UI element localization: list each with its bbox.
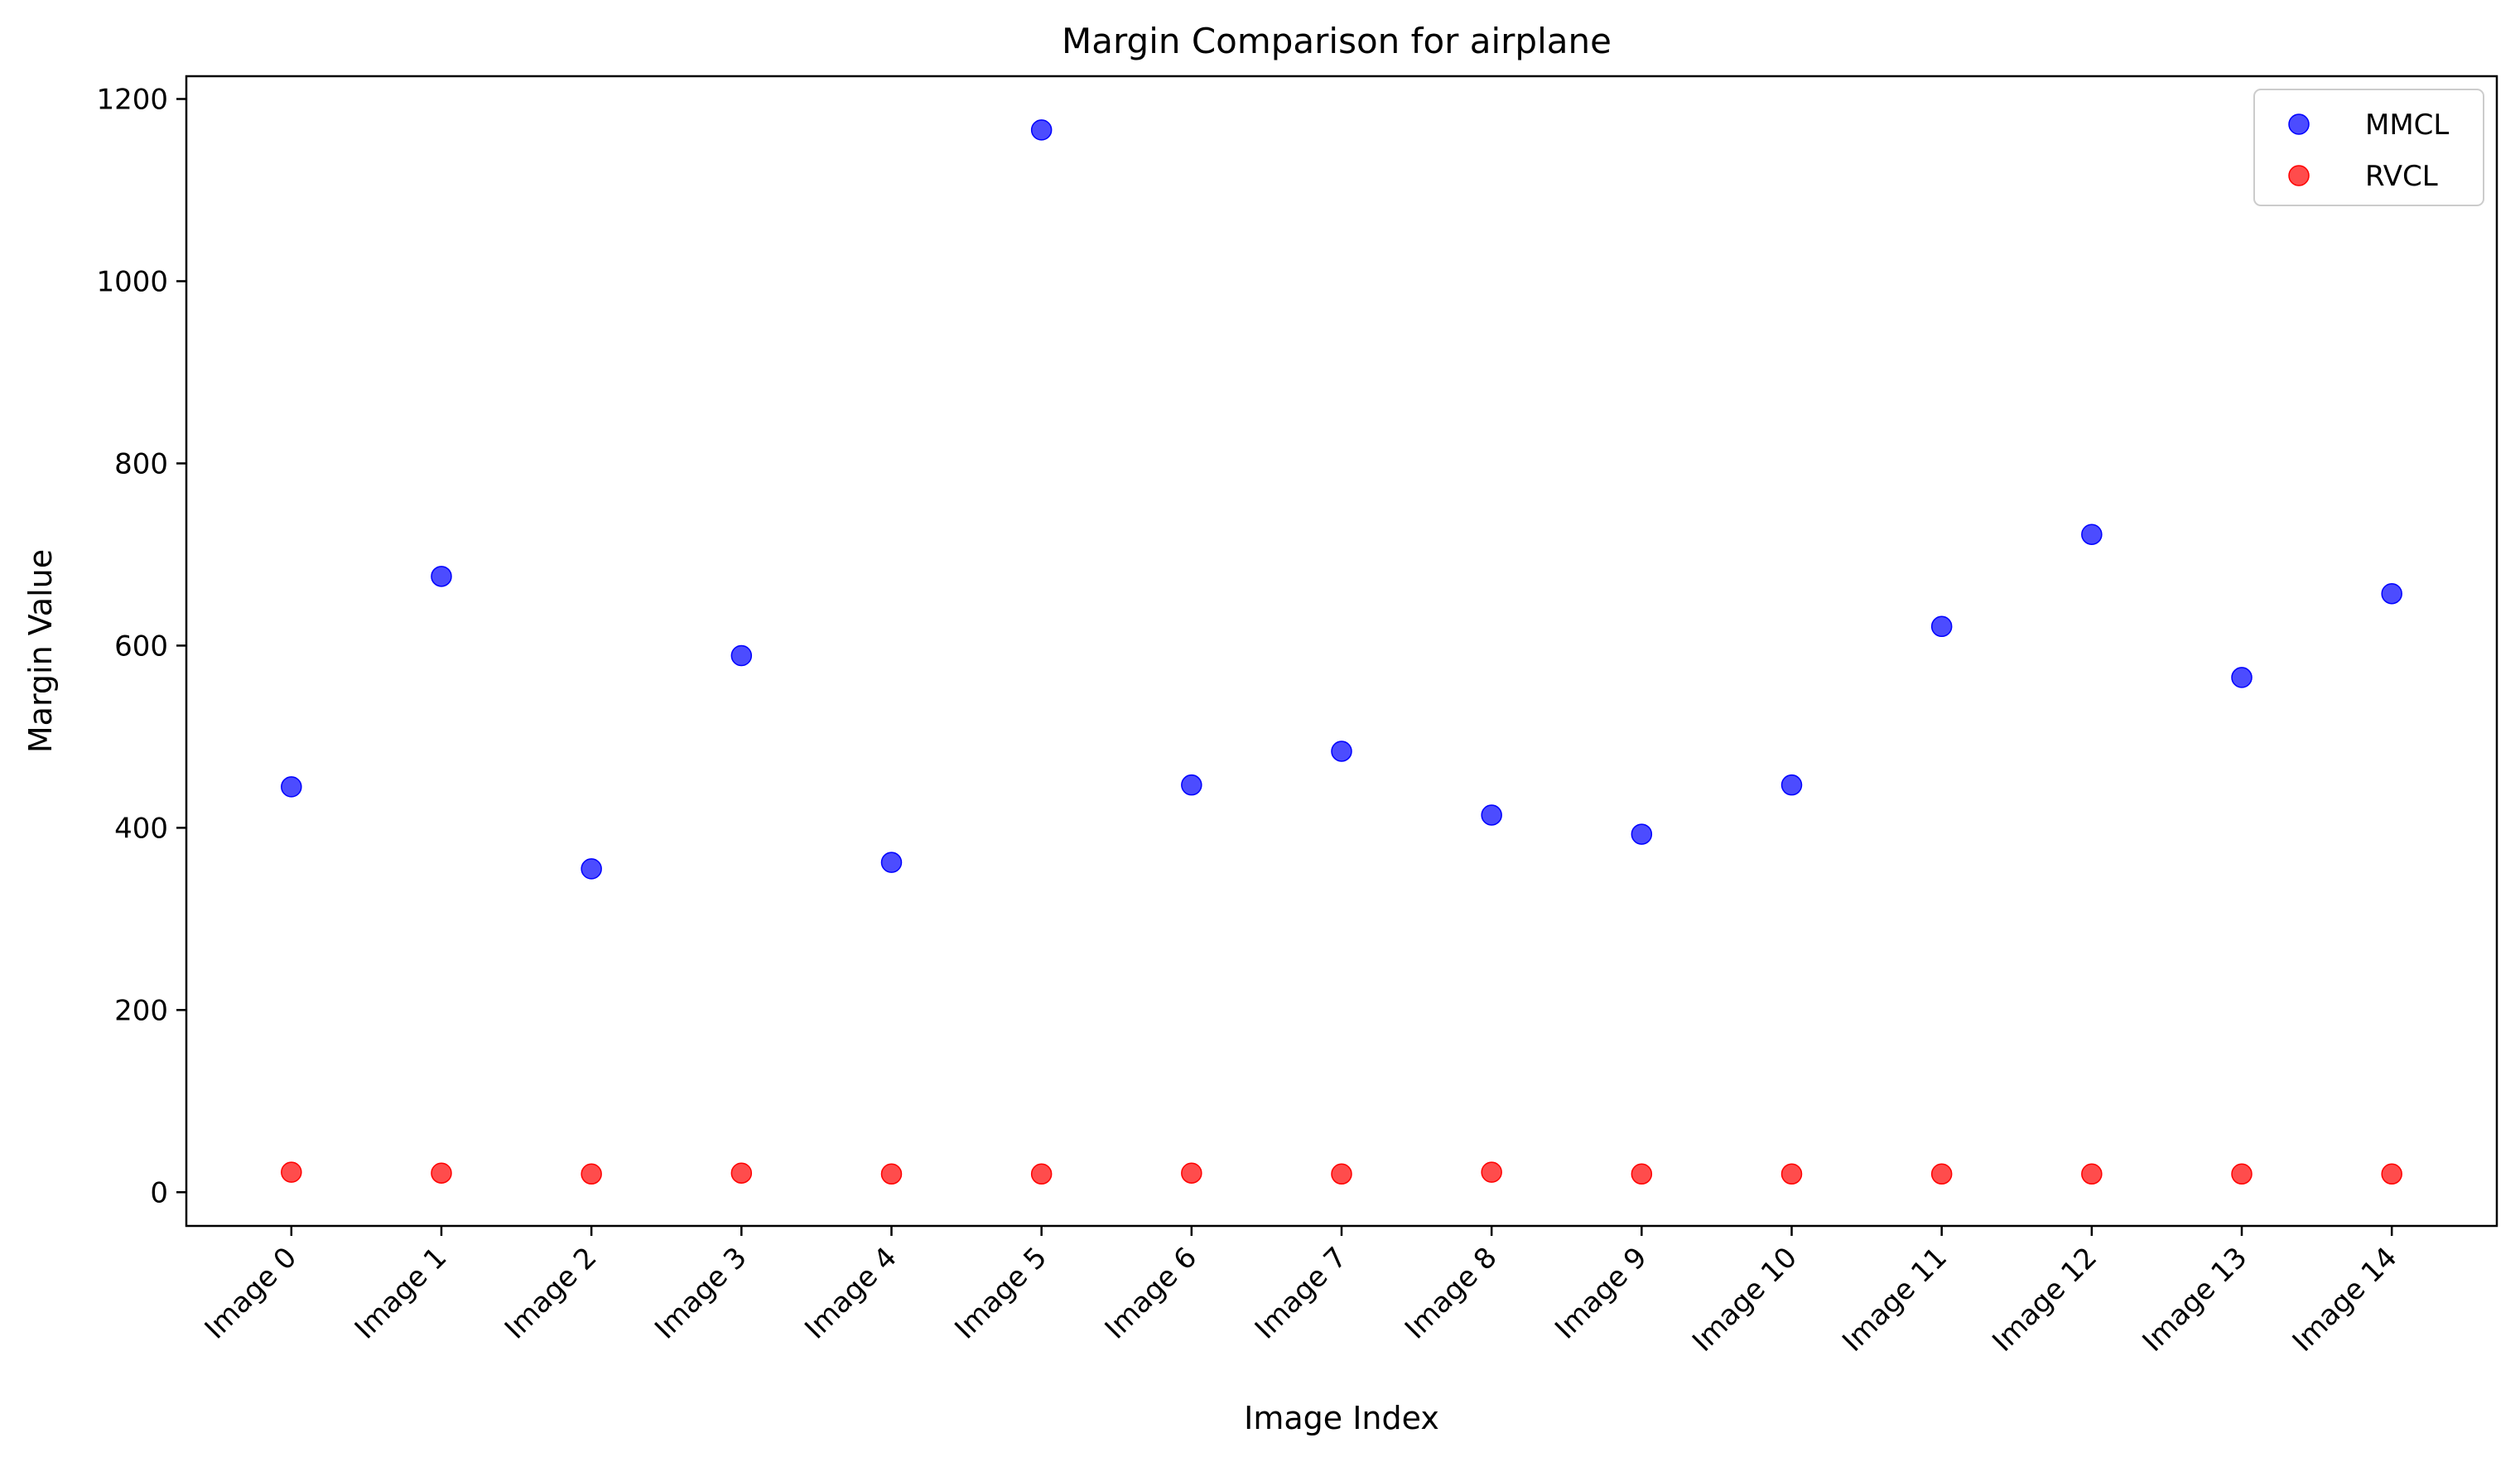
x-tick-label: Image 13 <box>2137 1241 2254 1358</box>
x-tick-label: Image 3 <box>648 1241 754 1346</box>
x-tick-label: Image 11 <box>1836 1241 1954 1358</box>
y-tick-label: 1000 <box>96 265 168 298</box>
chart-title: Margin Comparison for airplane <box>1062 21 1612 61</box>
point-mmcl <box>281 776 302 798</box>
point-mmcl <box>581 858 602 880</box>
point-rvcl <box>1631 1163 1653 1185</box>
legend-label-rvcl: RVCL <box>2365 160 2438 193</box>
point-rvcl <box>1030 1163 1053 1185</box>
x-tick-label: Image 1 <box>349 1241 454 1346</box>
legend: MMCL RVCL <box>2253 89 2484 206</box>
point-rvcl <box>1930 1163 1953 1185</box>
y-tick-label: 200 <box>114 994 168 1027</box>
point-mmcl <box>1481 804 1502 826</box>
point-rvcl <box>880 1163 903 1185</box>
legend-box <box>2253 89 2484 206</box>
y-axis-label: Margin Value <box>22 549 59 753</box>
point-mmcl <box>1030 119 1053 141</box>
point-rvcl <box>1331 1163 1352 1185</box>
point-mmcl <box>730 644 753 667</box>
x-tick-label: Image 10 <box>1686 1241 1804 1358</box>
legend-marker-mmcl <box>2288 113 2310 135</box>
y-tick-label: 800 <box>114 447 168 480</box>
point-mmcl <box>1780 774 1803 796</box>
data-points <box>281 119 2402 1185</box>
y-tick-label: 600 <box>114 630 168 663</box>
x-tick-label: Image 0 <box>199 1241 304 1346</box>
point-rvcl <box>281 1161 302 1183</box>
legend-label-mmcl: MMCL <box>2365 109 2449 142</box>
plot-area <box>185 75 2498 1228</box>
x-tick-label: Image 5 <box>949 1241 1054 1346</box>
x-axis-label: Image Index <box>1244 1400 1439 1436</box>
point-mmcl <box>2081 524 2103 545</box>
point-rvcl <box>2381 1163 2402 1185</box>
x-tick-label: Image 14 <box>2286 1241 2404 1358</box>
point-mmcl <box>431 566 452 587</box>
point-rvcl <box>2231 1163 2253 1185</box>
point-rvcl <box>431 1162 452 1184</box>
x-tick-label: Image 2 <box>499 1241 604 1346</box>
point-rvcl <box>730 1162 753 1184</box>
x-tick-label: Image 12 <box>1986 1241 2103 1358</box>
point-mmcl <box>880 852 903 873</box>
y-tick-label: 0 <box>150 1176 168 1209</box>
x-tick-label: Image 8 <box>1399 1241 1504 1346</box>
point-rvcl <box>1481 1161 1502 1183</box>
point-rvcl <box>1181 1162 1202 1184</box>
point-rvcl <box>2081 1163 2103 1185</box>
point-mmcl <box>2381 582 2402 605</box>
x-tick-label: Image 6 <box>1099 1241 1204 1346</box>
point-mmcl <box>2231 667 2253 688</box>
point-mmcl <box>1181 774 1202 796</box>
point-mmcl <box>1631 823 1653 845</box>
point-mmcl <box>1331 741 1352 762</box>
x-tick-label: Image 9 <box>1549 1241 1654 1346</box>
point-rvcl <box>581 1163 602 1185</box>
x-axis: Image 0 Image 1 Image 2 Image 3 Image 4 Image… <box>199 1226 2404 1358</box>
y-tick-label: 400 <box>114 812 168 845</box>
y-axis: 0 200 400 600 800 1000 1200 <box>96 83 186 1209</box>
point-mmcl <box>1930 615 1953 638</box>
x-tick-label: Image 7 <box>1249 1241 1354 1346</box>
point-rvcl <box>1780 1163 1803 1185</box>
legend-marker-rvcl <box>2288 165 2310 186</box>
y-tick-label: 1200 <box>96 83 168 116</box>
x-tick-label: Image 4 <box>798 1241 903 1346</box>
